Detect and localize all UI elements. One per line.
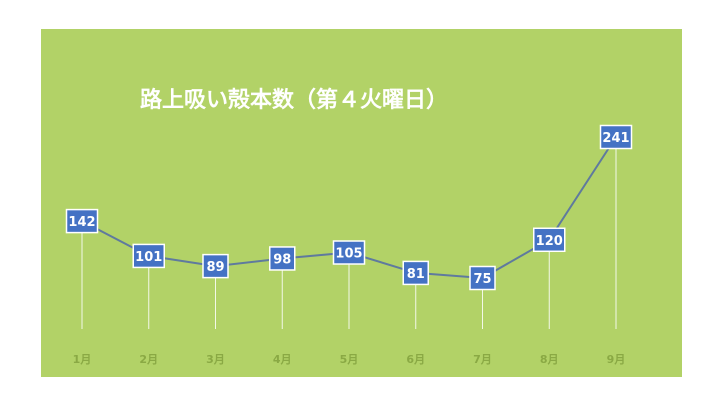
- data-label: 241: [602, 131, 629, 146]
- x-tick-label: 7月: [473, 353, 492, 366]
- x-axis-tick-labels: 1月 2月 3月 4月 5月 6月 7月 8月 9月: [73, 353, 626, 366]
- x-tick-label: 8月: [540, 353, 559, 366]
- data-point: 241: [599, 124, 633, 150]
- data-label: 89: [206, 260, 224, 275]
- line-chart: 路上吸い殻本数（第４火曜日） 142 101 89 98 105 81 75 120 241 1…: [65, 87, 633, 366]
- data-point: 101: [132, 243, 165, 269]
- data-marker: [65, 208, 99, 234]
- data-marker: [469, 265, 496, 291]
- x-tick-label: 6月: [406, 353, 425, 366]
- data-marker: [402, 260, 429, 286]
- data-point: 142: [65, 208, 99, 234]
- data-marker: [132, 243, 165, 269]
- data-label: 142: [68, 215, 95, 230]
- data-marker: [332, 240, 366, 265]
- x-tick-label: 2月: [139, 353, 158, 366]
- x-tick-label: 1月: [73, 353, 92, 366]
- x-tick-label: 9月: [607, 353, 626, 366]
- x-tick-label: 5月: [340, 353, 359, 366]
- x-tick-label: 3月: [206, 353, 225, 366]
- data-label: 98: [273, 252, 291, 267]
- data-label: 120: [536, 234, 563, 249]
- data-point: 75: [469, 265, 496, 291]
- chart-panel: 路上吸い殻本数（第４火曜日） 142 101 89 98 105 81 75 120 241 1…: [41, 29, 682, 377]
- data-label: 105: [335, 247, 362, 262]
- data-points: 142 101 89 98 105 81 75 120 241: [65, 124, 633, 291]
- data-label: 75: [473, 272, 491, 287]
- data-label: 101: [135, 250, 162, 265]
- data-point: 120: [533, 227, 566, 253]
- chart-title: 路上吸い殻本数（第４火曜日）: [140, 87, 448, 113]
- data-marker: [533, 227, 566, 253]
- data-marker: [202, 253, 229, 279]
- data-point: 98: [269, 246, 296, 271]
- data-marker: [599, 124, 633, 150]
- x-tick-label: 4月: [273, 353, 292, 366]
- data-marker: [269, 246, 296, 271]
- data-point: 89: [202, 253, 229, 279]
- data-point: 105: [332, 240, 366, 265]
- data-point: 81: [402, 260, 429, 286]
- data-label: 81: [407, 267, 425, 282]
